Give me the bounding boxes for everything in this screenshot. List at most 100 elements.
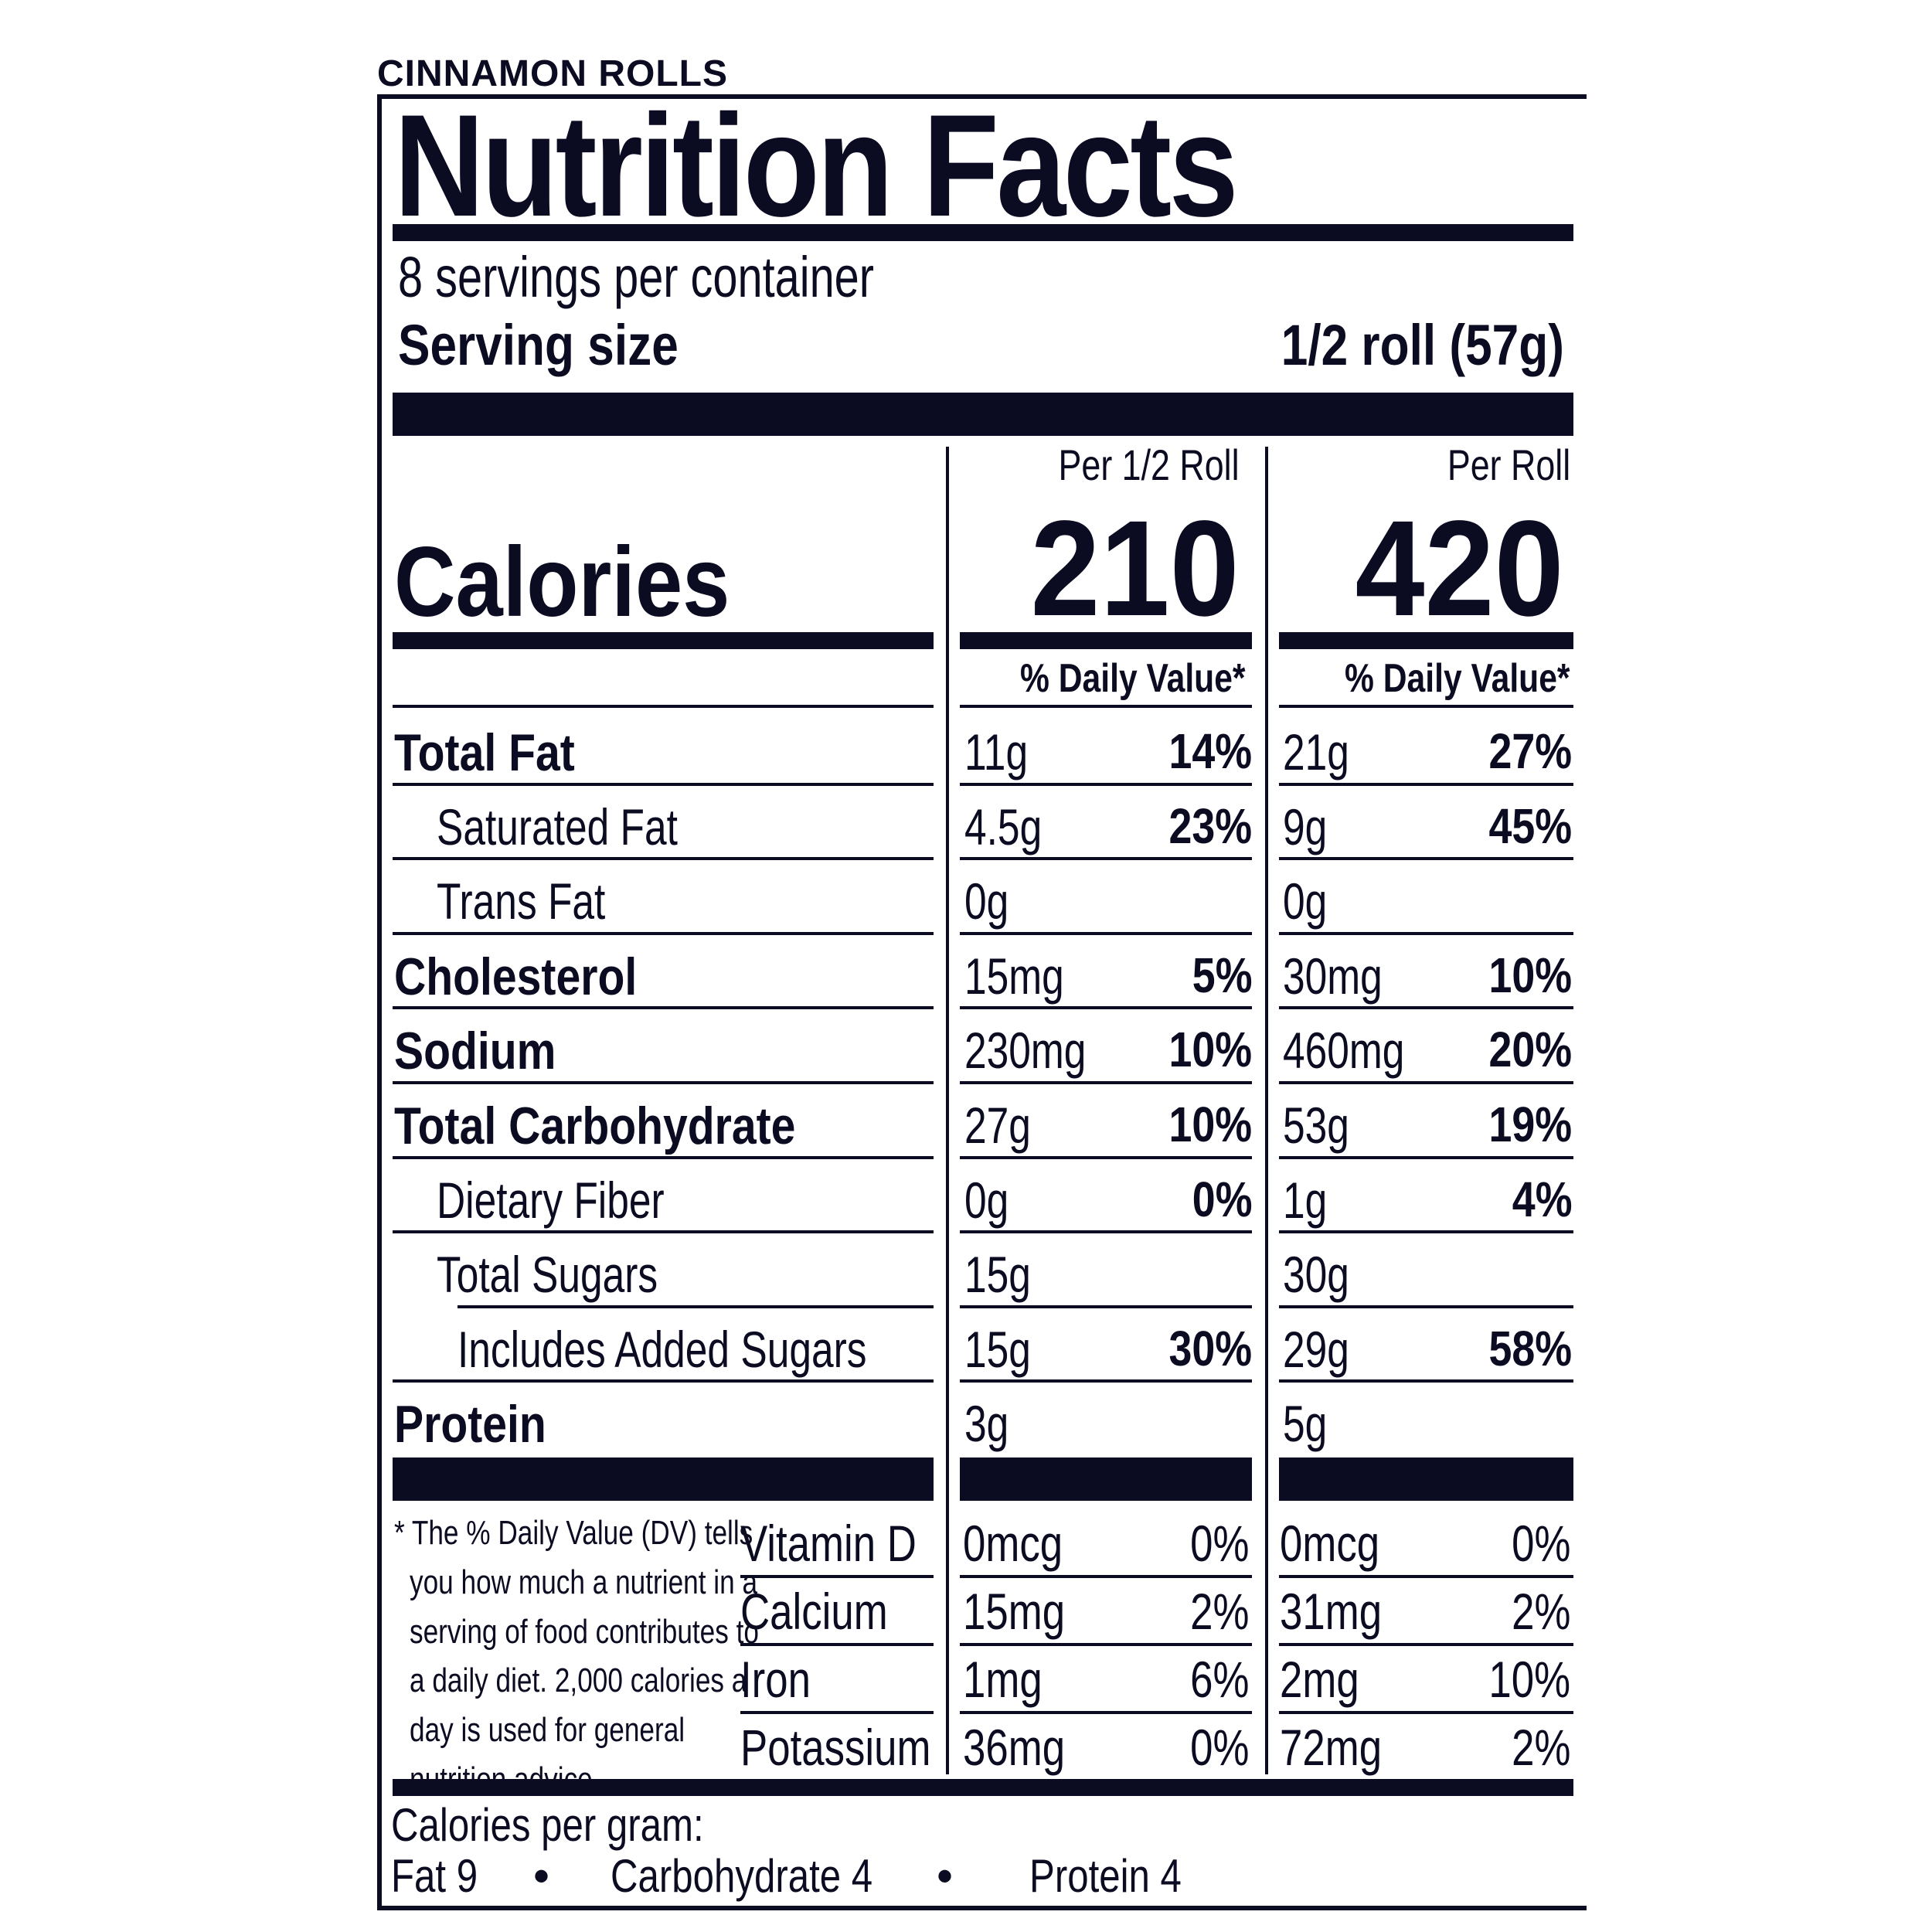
amount-half-roll: 0g bbox=[964, 872, 1009, 930]
row-rule-col2 bbox=[1279, 1081, 1573, 1084]
amount-half-roll: 27g bbox=[964, 1097, 1031, 1154]
row-rule-col1 bbox=[960, 1305, 1252, 1308]
vitamin-dv-half-roll: 2% bbox=[1189, 1583, 1249, 1640]
calories-per-gram-protein: Protein 4 bbox=[1029, 1850, 1182, 1902]
vitamin-amount-half-roll: 1mg bbox=[963, 1651, 1043, 1708]
vitamin-rule-col2 bbox=[1279, 1458, 1573, 1501]
nutrient-label: Trans Fat bbox=[437, 872, 606, 930]
bottom-rule bbox=[393, 1779, 1573, 1796]
vitamin-amount-half-roll: 15mg bbox=[963, 1583, 1066, 1640]
dv-roll: 45% bbox=[1488, 798, 1572, 854]
column-divider-1 bbox=[946, 447, 949, 1774]
amount-roll: 21g bbox=[1283, 723, 1349, 781]
amount-roll: 9g bbox=[1283, 798, 1328, 855]
nutrient-label: Includes Added Sugars bbox=[457, 1320, 867, 1378]
dv-header-half-roll: % Daily Value* bbox=[1020, 656, 1246, 701]
row-rule-label bbox=[393, 1156, 934, 1159]
nutrient-label: Total Fat bbox=[394, 723, 575, 782]
row-rule-col2 bbox=[1279, 932, 1573, 935]
vitamin-amount-roll: 0mcg bbox=[1280, 1515, 1380, 1572]
vitamin-dv-roll: 2% bbox=[1511, 1583, 1570, 1640]
dv-half-roll: 30% bbox=[1168, 1320, 1252, 1376]
vitamin-rule-label-col bbox=[740, 1711, 934, 1714]
vitamin-dv-half-roll: 6% bbox=[1189, 1651, 1249, 1708]
serving-rule bbox=[393, 393, 1573, 436]
vitamin-rule-col1 bbox=[960, 1458, 1252, 1501]
frame-bottom-border bbox=[377, 1906, 1587, 1910]
footnote: * The % Daily Value (DV) tells you how m… bbox=[394, 1514, 759, 1798]
amount-roll: 0g bbox=[1283, 872, 1328, 930]
serving-size-value: 1/2 roll (57g) bbox=[1281, 313, 1564, 377]
dv-roll: 19% bbox=[1488, 1097, 1572, 1152]
amount-roll: 30g bbox=[1283, 1246, 1349, 1304]
dv-half-roll: 23% bbox=[1168, 798, 1252, 854]
calories-half-roll: 210 bbox=[1030, 493, 1240, 645]
frame-top-border bbox=[377, 94, 1587, 99]
amount-half-roll: 3g bbox=[964, 1395, 1009, 1453]
title-rule bbox=[393, 224, 1573, 241]
nutrient-label: Total Sugars bbox=[437, 1246, 658, 1304]
amount-roll: 1g bbox=[1283, 1171, 1328, 1229]
product-name: CINNAMON ROLLS bbox=[377, 53, 728, 94]
amount-half-roll: 0g bbox=[964, 1171, 1009, 1229]
dv-rule-label bbox=[393, 705, 934, 708]
calories-roll: 420 bbox=[1355, 493, 1564, 645]
dv-roll: 4% bbox=[1512, 1171, 1572, 1227]
dv-half-roll: 10% bbox=[1168, 1022, 1252, 1078]
column-header-half-roll: Per 1/2 Roll bbox=[1058, 440, 1240, 489]
amount-half-roll: 15mg bbox=[964, 947, 1064, 1005]
servings-per-container: 8 servings per container bbox=[398, 245, 875, 309]
vitamin-amount-half-roll: 36mg bbox=[963, 1719, 1066, 1776]
vitamin-rule-col1 bbox=[960, 1711, 1252, 1714]
dv-half-roll: 5% bbox=[1192, 947, 1252, 1003]
amount-roll: 29g bbox=[1283, 1320, 1349, 1378]
amount-roll: 30mg bbox=[1283, 947, 1383, 1005]
amount-half-roll: 15g bbox=[964, 1320, 1031, 1378]
calories-per-gram-carbohydrate: Carbohydrate 4 bbox=[611, 1850, 873, 1902]
dv-half-roll: 14% bbox=[1168, 723, 1252, 779]
calories-label: Calories bbox=[394, 527, 730, 638]
nutrient-label: Total Carbohydrate bbox=[394, 1097, 796, 1155]
vitamin-amount-half-roll: 0mcg bbox=[963, 1515, 1063, 1572]
amount-roll: 460mg bbox=[1283, 1022, 1405, 1080]
vitamin-rule-label-col bbox=[740, 1575, 934, 1578]
vitamin-rule-label-col bbox=[740, 1643, 934, 1646]
dv-roll: 10% bbox=[1488, 947, 1572, 1003]
amount-half-roll: 11g bbox=[964, 723, 1029, 781]
row-rule-col2 bbox=[1279, 1156, 1573, 1159]
nutrient-label: Cholesterol bbox=[394, 947, 638, 1006]
row-rule-col2 bbox=[1279, 783, 1573, 786]
row-rule-label bbox=[393, 1230, 934, 1233]
vitamin-rule-col1 bbox=[960, 1575, 1252, 1578]
calories-per-gram-fat: Fat 9 bbox=[391, 1850, 478, 1902]
amount-half-roll: 15g bbox=[964, 1246, 1031, 1304]
row-rule-label bbox=[393, 1379, 934, 1383]
nutrient-label: Dietary Fiber bbox=[437, 1171, 665, 1229]
row-rule-label bbox=[393, 783, 934, 786]
row-rule-col2 bbox=[1279, 857, 1573, 860]
nutrient-label: Sodium bbox=[394, 1022, 556, 1081]
column-divider-2 bbox=[1265, 447, 1268, 1774]
amount-roll: 53g bbox=[1283, 1097, 1349, 1154]
calories-rule-col1 bbox=[960, 632, 1252, 649]
vitamin-amount-roll: 2mg bbox=[1280, 1651, 1359, 1708]
row-rule-col2 bbox=[1279, 1379, 1573, 1383]
vitamin-dv-half-roll: 0% bbox=[1189, 1719, 1249, 1776]
row-rule-col1 bbox=[960, 1230, 1252, 1233]
row-rule-label bbox=[457, 1305, 934, 1308]
vitamin-label: Calcium bbox=[740, 1583, 888, 1640]
vitamin-label: Iron bbox=[740, 1651, 811, 1708]
row-rule-col2 bbox=[1279, 1230, 1573, 1233]
dv-roll: 58% bbox=[1488, 1320, 1572, 1376]
dv-half-roll: 10% bbox=[1168, 1097, 1252, 1152]
row-rule-col1 bbox=[960, 783, 1252, 786]
nutrient-label: Protein bbox=[394, 1395, 546, 1454]
row-rule-label bbox=[393, 932, 934, 935]
row-rule-label bbox=[393, 1081, 934, 1084]
vitamin-rule-col2 bbox=[1279, 1711, 1573, 1714]
calories-per-gram-label: Calories per gram: bbox=[391, 1799, 704, 1851]
row-rule-col1 bbox=[960, 932, 1252, 935]
label-title: Nutrition Facts bbox=[394, 84, 1239, 247]
row-rule-col1 bbox=[960, 857, 1252, 860]
dv-rule-col1 bbox=[960, 705, 1252, 708]
